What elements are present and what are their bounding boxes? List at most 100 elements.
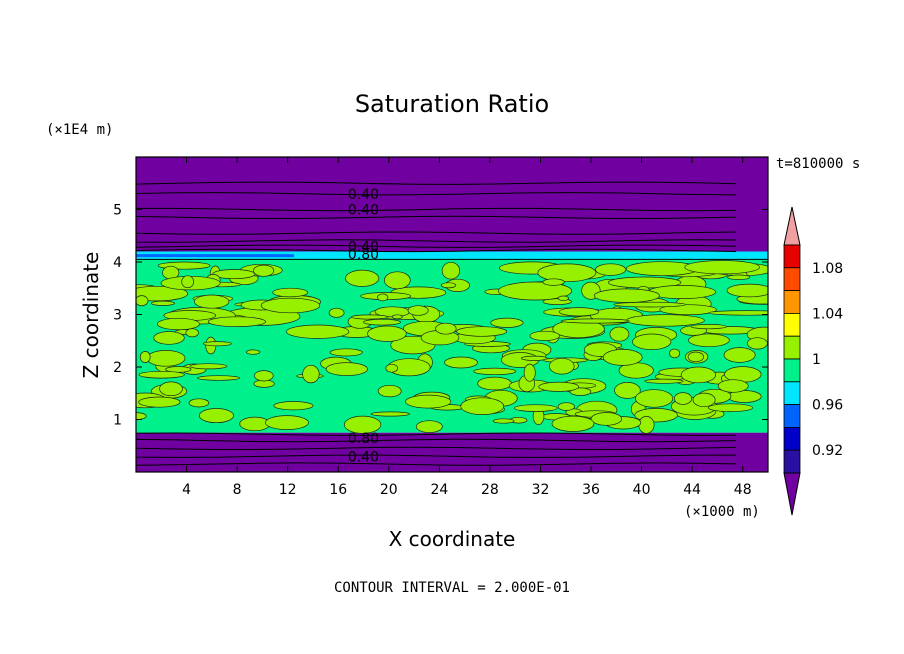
field-layer-2 bbox=[136, 251, 768, 260]
contour-label: 0.40 bbox=[348, 239, 379, 255]
saturation-patch bbox=[632, 333, 672, 350]
colorbar-swatch bbox=[783, 312, 801, 337]
saturation-patch bbox=[150, 300, 175, 306]
saturation-patch bbox=[513, 404, 558, 412]
saturation-patch bbox=[260, 297, 321, 314]
saturation-patch bbox=[708, 310, 768, 316]
y-tick-label: 2 bbox=[113, 360, 122, 376]
colorbar-tick-label: 1 bbox=[812, 352, 821, 368]
saturation-patch bbox=[138, 370, 185, 379]
saturation-patch bbox=[405, 394, 452, 409]
saturation-patch bbox=[377, 384, 402, 398]
x-tick-label: 20 bbox=[380, 482, 398, 498]
colorbar-tick-label: 0.96 bbox=[812, 398, 843, 414]
saturation-patch bbox=[367, 325, 407, 342]
saturation-patch bbox=[684, 260, 760, 275]
saturation-patch bbox=[549, 357, 575, 375]
contour-line bbox=[136, 192, 737, 196]
contour-lines bbox=[136, 181, 768, 466]
contour-line bbox=[136, 181, 737, 185]
contour-label: 0.40 bbox=[348, 449, 379, 465]
saturation-patch bbox=[638, 416, 655, 434]
saturation-patch bbox=[707, 403, 754, 412]
x-tick-label: 12 bbox=[279, 482, 297, 498]
y-axis-title: Z coordinate bbox=[79, 252, 103, 379]
saturation-patch bbox=[181, 275, 195, 289]
saturation-patch bbox=[542, 278, 565, 286]
saturation-patch bbox=[473, 367, 517, 376]
saturation-patch bbox=[635, 389, 674, 408]
saturation-patch bbox=[688, 333, 730, 348]
saturation-patch bbox=[557, 402, 575, 411]
saturation-patch bbox=[673, 392, 693, 405]
saturation-patch bbox=[185, 328, 199, 338]
saturation-patch bbox=[626, 314, 705, 327]
saturation-patch bbox=[551, 415, 595, 432]
saturation-patch bbox=[557, 295, 569, 301]
saturation-patch bbox=[669, 348, 681, 359]
saturation-patch bbox=[273, 401, 314, 411]
saturation-patch bbox=[351, 314, 389, 320]
contour-label: 0.40 bbox=[348, 203, 379, 219]
saturation-patch bbox=[343, 415, 382, 434]
colorbar-overflow-triangle bbox=[783, 206, 801, 246]
saturation-patch bbox=[435, 322, 457, 335]
saturation-patch bbox=[385, 363, 398, 373]
saturation-patch bbox=[692, 392, 716, 408]
mixed-layer-patches bbox=[136, 260, 768, 434]
saturation-patch bbox=[264, 415, 309, 430]
colorbar-swatch bbox=[783, 335, 801, 360]
saturation-patch bbox=[529, 330, 560, 341]
field-layer-3 bbox=[136, 157, 768, 252]
saturation-patch bbox=[136, 285, 189, 302]
saturation-patch bbox=[492, 418, 515, 424]
contour-line bbox=[136, 215, 737, 219]
contour-line bbox=[136, 438, 737, 443]
saturation-patch bbox=[146, 350, 186, 367]
y-unit-label: (×1E4 m) bbox=[46, 122, 113, 138]
saturation-patch bbox=[460, 397, 505, 415]
saturation-patch bbox=[198, 408, 234, 424]
colorbar-swatch bbox=[783, 426, 801, 451]
saturation-patch bbox=[727, 274, 751, 280]
saturation-patch bbox=[328, 307, 345, 318]
contour-label: 0.80 bbox=[348, 247, 379, 263]
saturation-patch bbox=[325, 362, 368, 376]
saturation-patch bbox=[595, 263, 627, 276]
colorbar-underflow-triangle bbox=[783, 472, 801, 516]
saturation-patch bbox=[245, 349, 261, 355]
colorbar-swatch bbox=[783, 244, 801, 269]
saturation-patch bbox=[569, 387, 592, 396]
saturation-patch bbox=[558, 307, 600, 317]
contour-line bbox=[136, 244, 737, 248]
y-tick-label: 3 bbox=[113, 308, 122, 324]
x-tick-label: 44 bbox=[683, 482, 701, 498]
contour-line bbox=[136, 462, 737, 466]
chart-title: Saturation Ratio bbox=[355, 90, 549, 118]
saturation-patch bbox=[207, 316, 266, 327]
saturation-patch bbox=[659, 304, 717, 316]
x-axis: 4 8 12 16 20 24 28 32 36 40 44 48 bbox=[182, 157, 752, 498]
saturation-patch bbox=[520, 355, 548, 361]
colorbar: 1.08 1.04 1 0.96 0.92 bbox=[783, 206, 843, 516]
saturation-patch bbox=[477, 376, 512, 391]
saturation-patch bbox=[614, 382, 641, 399]
contour-line bbox=[136, 239, 737, 243]
contour-line bbox=[136, 454, 736, 458]
colorbar-tick-label: 1.08 bbox=[812, 261, 843, 277]
saturation-patch bbox=[490, 317, 524, 328]
x-tick-label: 16 bbox=[329, 482, 347, 498]
contour-line bbox=[136, 432, 737, 436]
contour-interval-note: CONTOUR INTERVAL = 2.000E-01 bbox=[334, 580, 570, 596]
x-tick-label: 8 bbox=[233, 482, 242, 498]
x-axis-title: X coordinate bbox=[389, 527, 516, 551]
y-tick-label: 4 bbox=[113, 255, 122, 271]
x-tick-label: 32 bbox=[532, 482, 550, 498]
saturation-patch bbox=[197, 375, 241, 381]
saturation-patch bbox=[136, 295, 149, 307]
saturation-patch bbox=[609, 326, 630, 342]
colorbar-swatch bbox=[783, 404, 801, 428]
colorbar-swatch bbox=[783, 358, 801, 383]
saturation-patch bbox=[202, 341, 232, 347]
